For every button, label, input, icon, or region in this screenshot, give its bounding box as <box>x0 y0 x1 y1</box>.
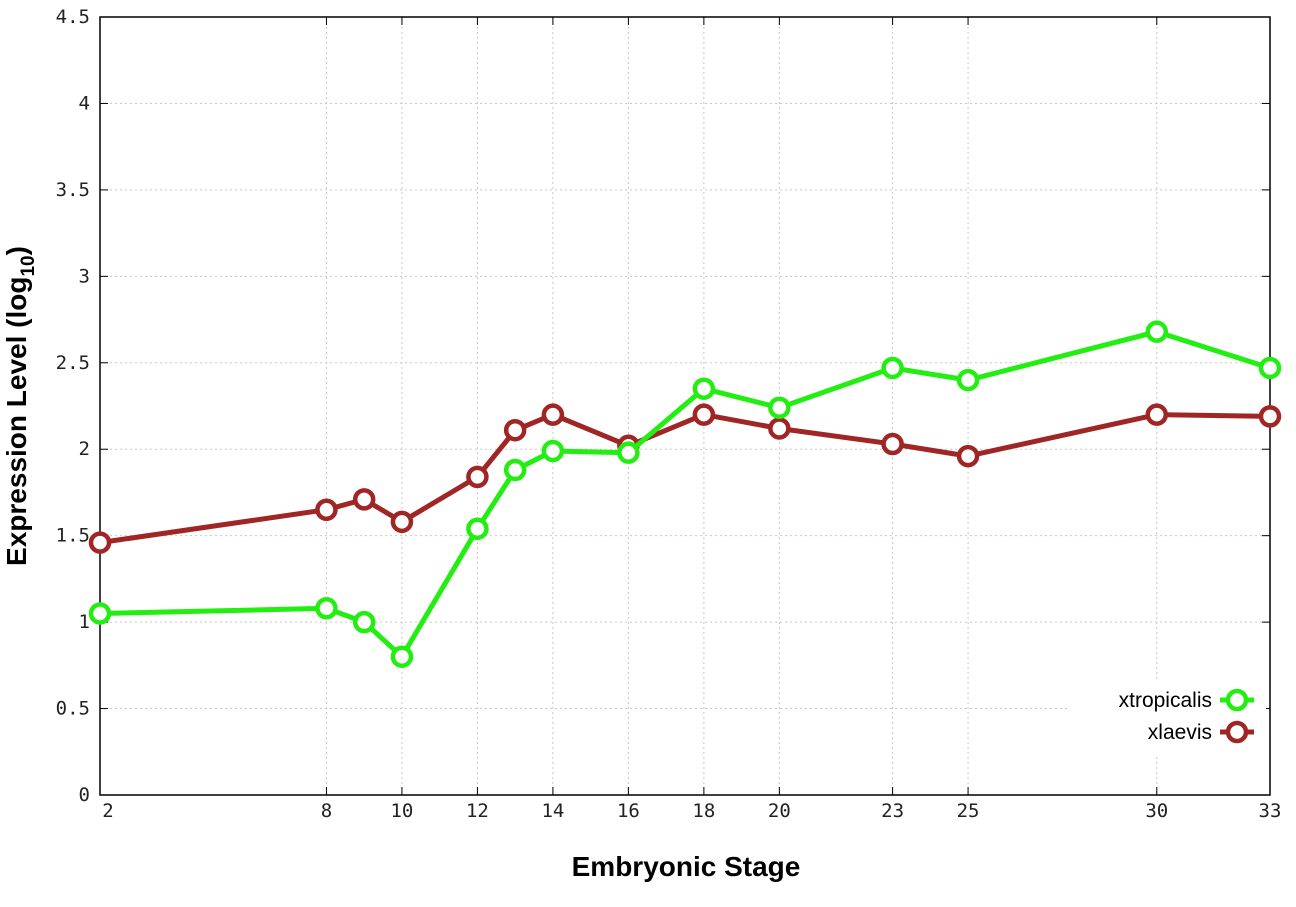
y-axis-title-main: Expression Level (log <box>1 277 32 566</box>
grid <box>100 17 1270 795</box>
data-point-xlaevis <box>881 432 904 456</box>
x-tick-label: 30 <box>1145 800 1168 822</box>
x-tick-label: 16 <box>617 800 640 822</box>
legend-label-xlaevis: xlaevis <box>1148 721 1212 744</box>
y-axis-title-close: ) <box>1 246 32 255</box>
y-tick-label: 1.5 <box>56 525 90 547</box>
data-point-xtropicalis <box>768 396 791 419</box>
x-tick-label: 8 <box>321 800 332 822</box>
data-point-xlaevis <box>503 418 527 442</box>
x-tick-label: 12 <box>466 800 489 822</box>
x-tick-label: 10 <box>390 800 413 822</box>
series-xtropicalis <box>88 320 1282 668</box>
data-point-xlaevis <box>692 403 716 426</box>
data-point-xlaevis <box>1258 405 1282 428</box>
y-tick-label: 3.5 <box>56 179 90 201</box>
y-tick-label: 4 <box>79 92 90 114</box>
y-tick-label: 2 <box>79 438 90 460</box>
data-point-xlaevis <box>541 403 565 426</box>
y-axis-title: Expression Level (log10) <box>1 246 39 566</box>
data-point-xtropicalis <box>390 645 414 668</box>
y-tick-label: 0 <box>79 784 90 806</box>
data-point-xlaevis <box>390 510 414 534</box>
data-point-xlaevis <box>88 531 112 554</box>
data-point-xlaevis <box>352 488 376 511</box>
x-tick-label: 2 <box>102 800 113 822</box>
data-point-xtropicalis <box>352 610 376 634</box>
data-point-xtropicalis <box>88 602 112 625</box>
x-tick-label: 23 <box>881 800 904 822</box>
data-point-xtropicalis <box>315 597 338 620</box>
x-tick-label: 25 <box>957 800 980 822</box>
y-tick-label: 3 <box>79 265 90 287</box>
y-tick-label: 0.5 <box>56 698 90 720</box>
data-point-xlaevis <box>1145 403 1169 426</box>
y-tick-label: 2.5 <box>56 352 90 374</box>
y-tick-label: 1 <box>79 611 90 633</box>
x-tick-label: 33 <box>1259 800 1282 822</box>
series-line-xtropicalis <box>99 329 1271 660</box>
x-tick-label: 14 <box>541 800 564 822</box>
data-point-xlaevis <box>315 498 338 521</box>
x-tick-label: 20 <box>768 800 791 822</box>
axis-ticks: 0 0.5 1 1.5 2 2.5 3 3.5 4 4.5 2 8 10 12 14 16 18 20 23 25 30… <box>56 6 1282 822</box>
series <box>88 320 1282 668</box>
y-axis-title-subscript: 10 <box>18 255 39 276</box>
data-point-xtropicalis <box>1258 356 1282 380</box>
legend-label-xtropicalis: xtropicalis <box>1119 689 1212 712</box>
legend-swatch-marker-xlaevis <box>1225 720 1249 744</box>
data-point-xtropicalis <box>692 377 716 400</box>
data-point-xlaevis <box>466 465 489 489</box>
legend: xtropicalis xlaevis <box>1070 680 1266 756</box>
data-point-xlaevis <box>768 417 791 440</box>
data-point-xtropicalis <box>956 368 980 392</box>
series-xlaevis <box>88 403 1282 554</box>
data-point-xtropicalis <box>881 356 904 380</box>
x-axis-title: Embryonic Stage <box>572 851 801 882</box>
data-point-xtropicalis <box>541 439 565 463</box>
data-point-xtropicalis <box>617 441 640 464</box>
y-tick-label: 4.5 <box>56 6 90 28</box>
data-point-xtropicalis <box>466 517 489 541</box>
data-point-xlaevis <box>956 444 980 468</box>
data-point-xtropicalis <box>1145 320 1169 343</box>
legend-swatch-marker-xtropicalis <box>1225 688 1249 712</box>
x-tick-label: 18 <box>692 800 715 822</box>
data-point-xtropicalis <box>503 458 527 482</box>
series-line-xlaevis <box>99 412 1271 546</box>
